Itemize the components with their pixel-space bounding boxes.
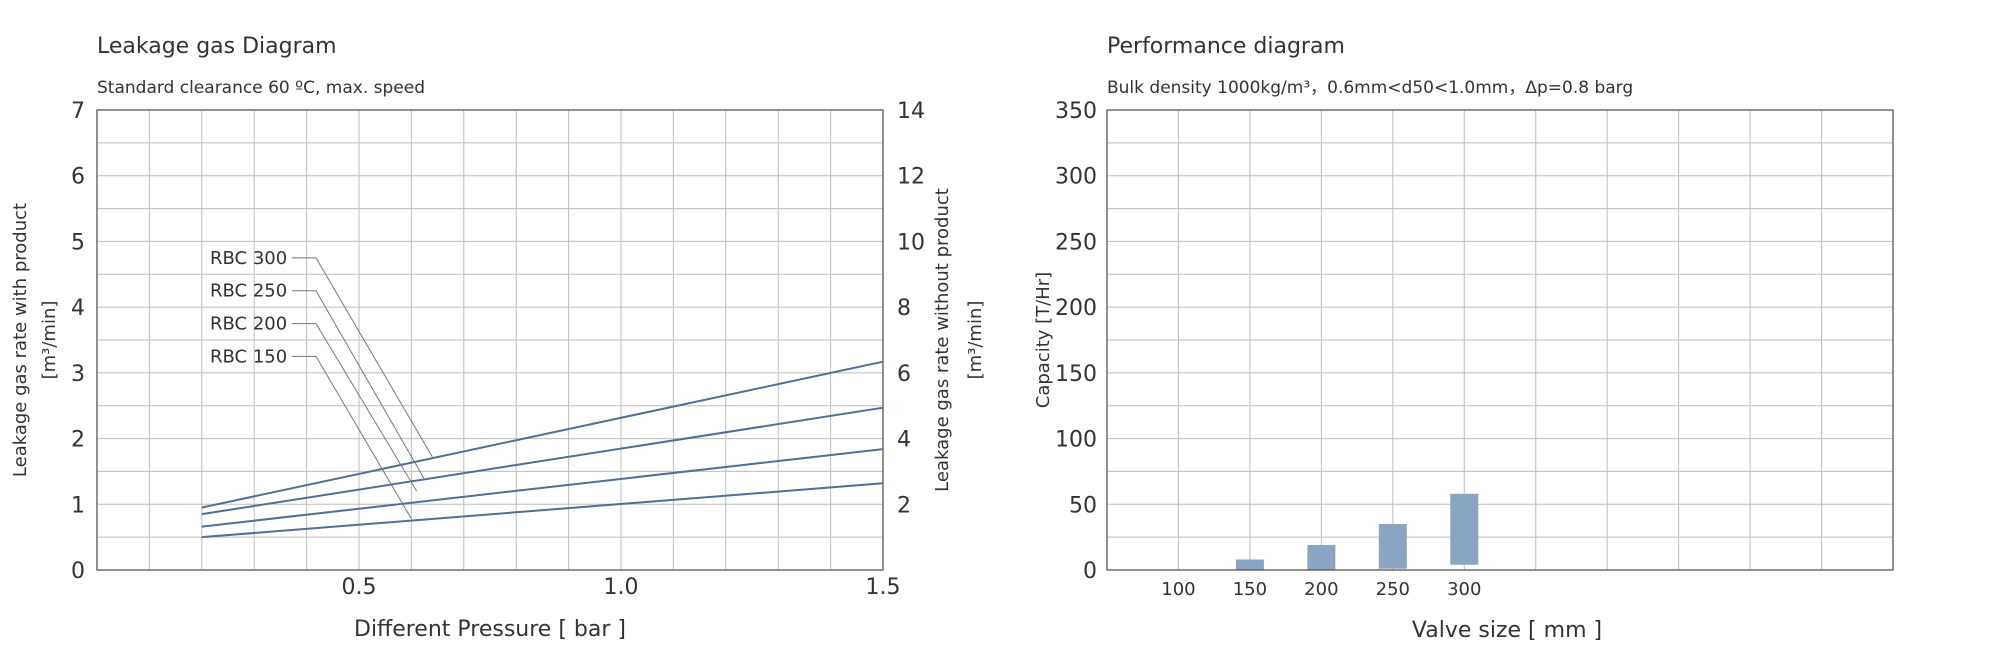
chart2-plot-frame xyxy=(1106,109,1894,571)
chart1-series-label: RBC 200 xyxy=(210,314,287,335)
chart1-series-label: RBC 150 xyxy=(210,346,287,367)
chart1-series-line xyxy=(201,448,884,528)
chart1-y2-tick-label: 6 xyxy=(897,362,911,387)
chart2-y-tick-label: 350 xyxy=(1055,99,1097,124)
chart1-series-leader-line xyxy=(292,257,433,458)
chart1-x-tick-label: 1.0 xyxy=(604,575,639,600)
chart1-plot-frame xyxy=(96,109,884,571)
chart1-series-leader-line xyxy=(292,290,425,480)
chart2-y-tick-label: 0 xyxy=(1083,559,1097,584)
chart1-y-tick-label: 3 xyxy=(71,362,85,387)
chart1-series-leader-line xyxy=(292,355,412,519)
chart2-bar xyxy=(1307,545,1336,570)
chart2-subtitle: Bulk density 1000kg/m³，0.6mm<d50<1.0mm，Δ… xyxy=(1107,78,1633,98)
chart1-series-label: RBC 250 xyxy=(210,281,287,302)
chart1-left-axis-label: Leakage gas rate with product xyxy=(10,203,31,477)
chart2-y-tick-label: 150 xyxy=(1055,362,1097,387)
chart1-y-tick-label: 0 xyxy=(71,559,85,584)
chart2-bars xyxy=(1235,493,1479,570)
chart2-x-axis-label: Valve size [ mm ] xyxy=(1412,618,1602,643)
chart2-bar xyxy=(1450,493,1479,565)
chart1-y2-tick-label: 2 xyxy=(897,493,911,518)
chart2-title: Performance diagram xyxy=(1107,34,1345,59)
chart1-x-tick-label: 1.5 xyxy=(866,575,901,600)
chart2-y-axis-label: Capacity [T/Hr] xyxy=(1033,272,1054,408)
chart1-right-axis-unit: [m³/min] xyxy=(965,301,986,380)
chart2-x-tick-label: 200 xyxy=(1304,579,1338,600)
chart1-left-axis-ticks: 0 1 2 3 4 5 6 7 xyxy=(71,99,85,584)
chart1-title: Leakage gas Diagram xyxy=(97,34,337,59)
chart1-x-tick-label: 0.5 xyxy=(342,575,377,600)
chart2-y-tick-label: 50 xyxy=(1069,493,1097,518)
chart1-y-tick-label: 7 xyxy=(71,99,85,124)
chart1-x-axis-label: Different Pressure [ bar ] xyxy=(354,617,626,642)
chart1-subtitle: Standard clearance 60 ºC, max. speed xyxy=(97,78,425,98)
chart1-series-line xyxy=(201,406,884,516)
chart1-y-tick-label: 2 xyxy=(71,428,85,453)
chart1-grid xyxy=(97,110,883,570)
chart1-right-axis-label: Leakage gas rate without product xyxy=(932,188,953,492)
chart1-y-tick-label: 5 xyxy=(71,230,85,255)
chart1-y2-tick-label: 10 xyxy=(897,230,925,255)
chart2-bar xyxy=(1378,524,1407,569)
chart2-x-tick-label: 150 xyxy=(1233,579,1267,600)
chart2-bar xyxy=(1235,559,1264,570)
chart2-x-tick-label: 100 xyxy=(1161,579,1195,600)
chart1-series-line xyxy=(201,482,884,539)
chart1-series-label: RBC 300 xyxy=(210,248,287,269)
leakage-gas-chart: Leakage gas Diagram Standard clearance 6… xyxy=(10,34,986,642)
chart1-series-line xyxy=(201,360,884,509)
chart2-y-tick-label: 100 xyxy=(1055,428,1097,453)
chart2-x-axis-ticks: 100 150 200 250 300 xyxy=(1161,579,1481,600)
chart1-left-axis-unit: [m³/min] xyxy=(39,301,60,380)
chart2-x-tick-label: 300 xyxy=(1447,579,1481,600)
chart2-grid xyxy=(1107,110,1893,570)
chart1-y2-tick-label: 12 xyxy=(897,165,925,190)
chart1-series-leader-line xyxy=(292,323,418,492)
chart1-y2-tick-label: 14 xyxy=(897,99,925,124)
chart1-y-tick-label: 1 xyxy=(71,493,85,518)
chart1-series xyxy=(201,360,884,539)
chart1-series-labels: RBC 300 RBC 250 RBC 200 RBC 150 xyxy=(210,248,433,519)
chart1-right-axis-ticks: 2 4 6 8 10 12 14 xyxy=(897,99,925,518)
chart2-y-axis-ticks: 0 50 100 150 200 250 300 350 xyxy=(1055,99,1097,584)
chart1-x-axis-ticks: 0.5 1.0 1.5 xyxy=(342,575,901,600)
chart1-y2-tick-label: 4 xyxy=(897,428,911,453)
chart2-y-tick-label: 250 xyxy=(1055,230,1097,255)
chart1-y2-tick-label: 8 xyxy=(897,296,911,321)
chart1-y-tick-label: 4 xyxy=(71,296,85,321)
chart1-y-tick-label: 6 xyxy=(71,165,85,190)
performance-chart: Performance diagram Bulk density 1000kg/… xyxy=(1033,34,1894,643)
chart2-y-tick-label: 200 xyxy=(1055,296,1097,321)
chart2-y-tick-label: 300 xyxy=(1055,165,1097,190)
chart2-x-tick-label: 250 xyxy=(1376,579,1410,600)
